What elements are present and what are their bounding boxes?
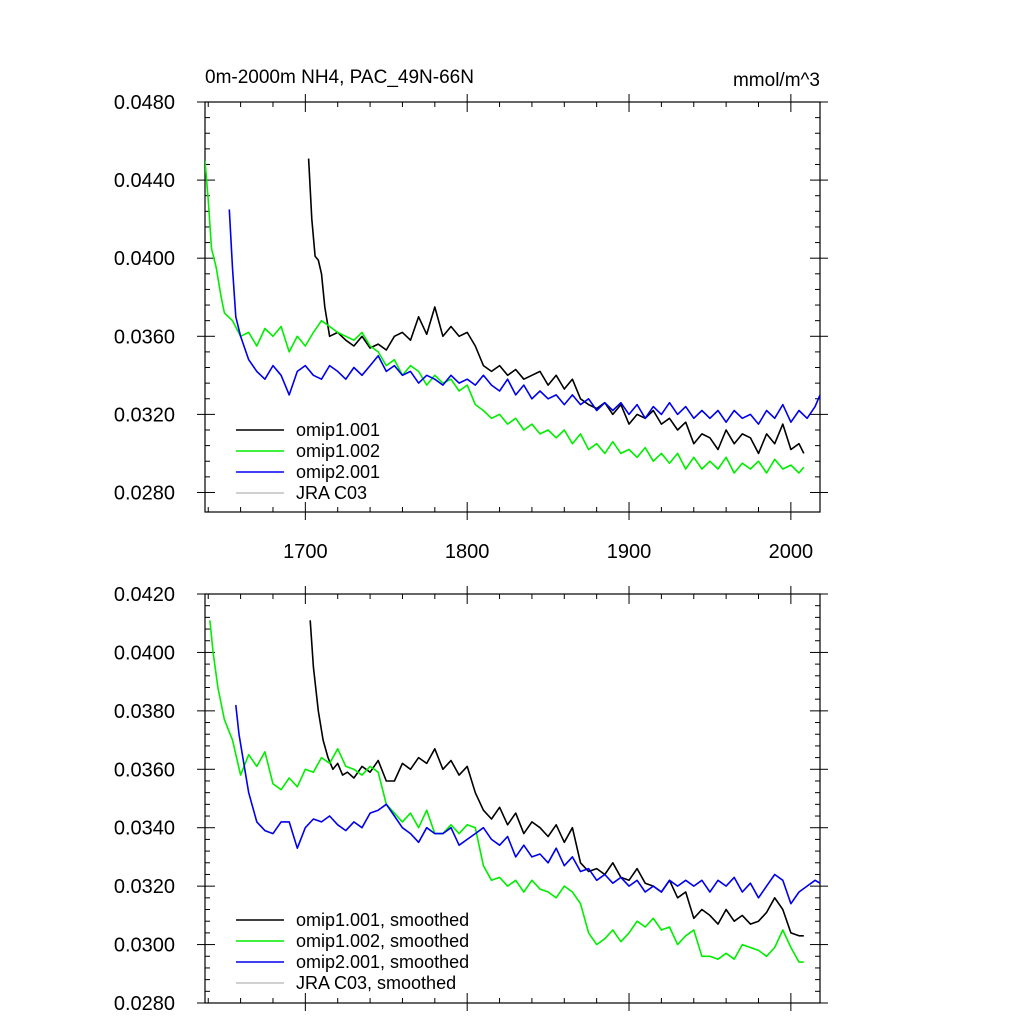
top-panel: 0.0280 0.0320 0.0360 0.0400 0.0440 0.0480 1700…	[114, 92, 828, 563]
series-line-omip2-001	[228, 209, 820, 425]
y-tick-label: 0.0400	[114, 248, 175, 270]
y-tick-label: 0.0320	[114, 404, 175, 426]
legend-label: JRA C03	[296, 483, 367, 503]
y-tick-label: 0.0320	[114, 876, 175, 898]
legend-label: omip2.001	[296, 462, 380, 482]
legend-label: omip1.001	[296, 420, 380, 440]
y-tick-label: 0.0340	[114, 818, 175, 840]
y-tick-label: 0.0440	[114, 170, 175, 192]
legend-label: omip1.001, smoothed	[296, 910, 469, 930]
plot-frame	[204, 101, 821, 513]
y-tick-label: 0.0280	[114, 993, 175, 1015]
legend-label: JRA C03, smoothed	[296, 973, 456, 993]
legend-label: omip2.001, smoothed	[296, 952, 469, 972]
x-tick-label: 1800	[445, 541, 490, 563]
series-line-omip1-002-smoothed	[209, 620, 804, 963]
series-line-omip1-002	[205, 160, 805, 474]
chart-title: 0m-2000m NH4, PAC_49N-66N	[205, 67, 474, 88]
y-tick-label: 0.0360	[114, 759, 175, 781]
y-tick-label: 0.0480	[114, 92, 175, 114]
x-tick-label: 1900	[607, 541, 652, 563]
series-group	[209, 620, 820, 963]
y-tick-label: 0.0400	[114, 642, 175, 664]
y-tick-label: 0.0420	[114, 584, 175, 606]
bottom-panel: 0.0280 0.0300 0.0320 0.0340 0.0360 0.0380 0.04…	[114, 584, 828, 1015]
x-tick-label: 1700	[283, 541, 328, 563]
legend-label: omip1.002	[296, 441, 380, 461]
y-tick-label: 0.0360	[114, 326, 175, 348]
series-line-omip2-001-smoothed	[235, 704, 820, 905]
x-tick-label: 2000	[769, 541, 814, 563]
series-line-omip1-001-smoothed	[309, 620, 804, 937]
plot-frame	[204, 593, 821, 1004]
series-group	[205, 158, 820, 474]
y-tick-label: 0.0300	[114, 935, 175, 957]
y-tick-label: 0.0380	[114, 701, 175, 723]
legend-label: omip1.002, smoothed	[296, 931, 469, 951]
y-tick-label: 0.0280	[114, 482, 175, 504]
units-label: mmol/m^3	[733, 70, 820, 91]
series-line-omip1-001	[307, 158, 805, 455]
